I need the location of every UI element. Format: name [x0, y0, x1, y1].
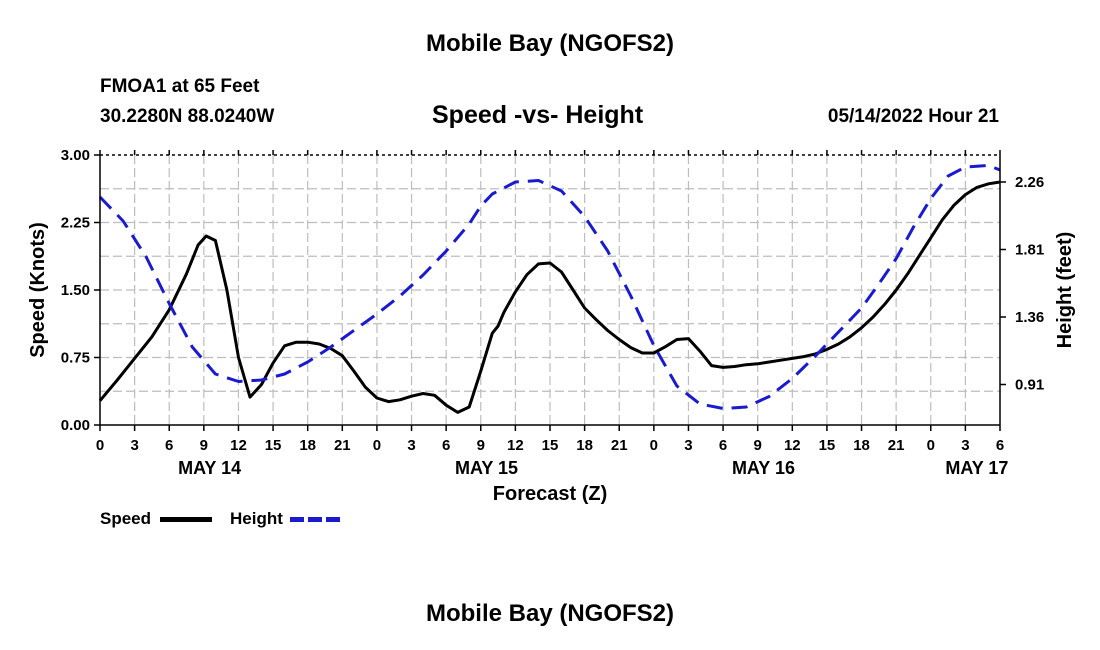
x-tick-label: 15 [819, 437, 836, 454]
y2-tick-label: 1.81 [1015, 242, 1044, 259]
legend-height-label: Height [230, 509, 283, 528]
speed-series-line [98, 180, 1001, 414]
coordinates-label: 30.2280N 88.0240W [100, 106, 275, 127]
x-tick-label: 15 [265, 437, 282, 454]
x-tick-label: 15 [542, 437, 559, 454]
y-axis-title: Speed (Knots) [27, 222, 49, 358]
x-tick-label: 12 [230, 437, 247, 454]
x-tick-label: 0 [373, 437, 381, 454]
legend-speed-label: Speed [100, 509, 152, 528]
axes: 0 3 6 9 12 15 18 21 0 3 6 9 12 15 18 21 0 3 6 9 12 15 18 21 0 3 6M… [27, 147, 1076, 505]
x-tick-label: 18 [853, 437, 870, 454]
y-tick-label: 0.75 [61, 350, 90, 367]
x-tick-label: 21 [611, 437, 628, 454]
x-tick-label: 0 [650, 437, 658, 454]
x-tick-label: 18 [299, 437, 316, 454]
chart-title-top: Mobile Bay (NGOFS2) [425, 30, 675, 57]
chart-title-bottom: Mobile Bay (NGOFS2) [425, 600, 675, 627]
date-label: MAY 16 [732, 458, 795, 478]
series-layer [98, 164, 1001, 414]
x-tick-label: 9 [477, 437, 485, 454]
legend-speed-swatch [160, 517, 212, 522]
y-tick-label: 2.25 [61, 215, 90, 232]
x-tick-label: 0 [927, 437, 935, 454]
x-tick-label: 12 [507, 437, 524, 454]
x-tick-label: 21 [888, 437, 905, 454]
x-tick-label: 3 [130, 437, 138, 454]
y-tick-label: 3.00 [61, 147, 90, 164]
x-tick-label: 3 [407, 437, 415, 454]
y2-axis-title: Height (feet) [1054, 232, 1076, 349]
x-tick-label: 3 [961, 437, 969, 454]
x-tick-label: 0 [96, 437, 104, 454]
x-tick-label: 6 [165, 437, 173, 454]
legend-height-swatch [290, 517, 342, 522]
x-tick-label: 9 [754, 437, 762, 454]
date-label: MAY 14 [178, 458, 241, 478]
forecast-datetime: 05/14/2022 Hour 21 [827, 106, 999, 127]
y-tick-label: 1.50 [61, 282, 90, 299]
grid [100, 155, 1000, 425]
date-label: MAY 17 [945, 458, 1008, 478]
x-tick-label: 6 [719, 437, 727, 454]
station-label: FMOA1 at 65 Feet [100, 76, 260, 97]
y2-tick-label: 1.36 [1015, 309, 1044, 326]
chart-subtitle: Speed -vs- Height [432, 101, 644, 129]
x-axis-title: Forecast (Z) [493, 483, 607, 505]
x-tick-label: 6 [442, 437, 450, 454]
date-label: MAY 15 [455, 458, 518, 478]
height-series-line [98, 164, 1001, 410]
x-tick-label: 6 [996, 437, 1004, 454]
x-tick-label: 3 [684, 437, 692, 454]
y-tick-label: 0.00 [61, 417, 90, 434]
x-tick-label: 18 [576, 437, 593, 454]
x-tick-label: 21 [334, 437, 351, 454]
x-tick-label: 12 [784, 437, 801, 454]
y2-tick-label: 2.26 [1015, 174, 1044, 191]
x-tick-label: 9 [200, 437, 208, 454]
y2-tick-label: 0.91 [1015, 377, 1044, 394]
